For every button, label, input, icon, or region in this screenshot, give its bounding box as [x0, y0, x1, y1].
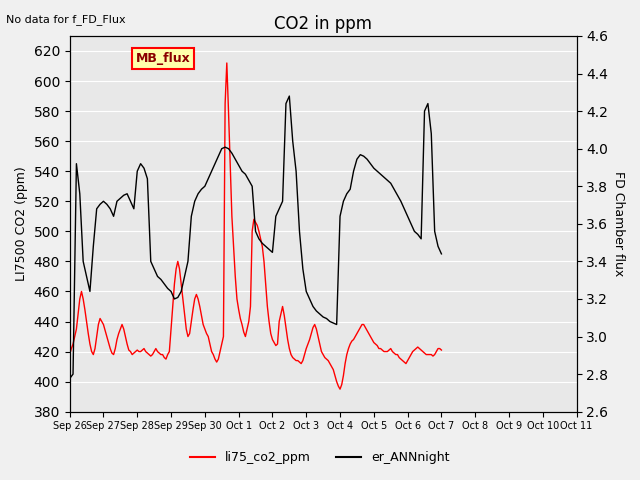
- er_ANNnight: [66, 376, 74, 382]
- li75_co2_ppm: [172, 266, 180, 272]
- li75_co2_ppm: [280, 312, 288, 318]
- Text: MB_flux: MB_flux: [136, 52, 190, 65]
- Title: CO2 in ppm: CO2 in ppm: [274, 15, 372, 33]
- li75_co2_ppm: [188, 319, 195, 324]
- Text: No data for f_FD_Flux: No data for f_FD_Flux: [6, 14, 126, 25]
- Line: li75_co2_ppm: li75_co2_ppm: [70, 63, 442, 389]
- li75_co2_ppm: [336, 386, 344, 392]
- er_ANNnight: [428, 131, 435, 136]
- li75_co2_ppm: [252, 219, 259, 225]
- li75_co2_ppm: [438, 347, 445, 353]
- er_ANNnight: [282, 101, 290, 107]
- li75_co2_ppm: [66, 352, 74, 358]
- li75_co2_ppm: [223, 60, 230, 66]
- Legend: li75_co2_ppm, er_ANNnight: li75_co2_ppm, er_ANNnight: [186, 446, 454, 469]
- Y-axis label: LI7500 CO2 (ppm): LI7500 CO2 (ppm): [15, 167, 28, 281]
- li75_co2_ppm: [106, 346, 114, 351]
- Y-axis label: FD Chamber flux: FD Chamber flux: [612, 171, 625, 276]
- er_ANNnight: [204, 176, 212, 181]
- er_ANNnight: [150, 266, 158, 272]
- er_ANNnight: [438, 251, 445, 257]
- er_ANNnight: [161, 281, 168, 287]
- er_ANNnight: [285, 93, 293, 99]
- Line: er_ANNnight: er_ANNnight: [70, 96, 442, 379]
- er_ANNnight: [238, 168, 246, 174]
- li75_co2_ppm: [309, 324, 317, 330]
